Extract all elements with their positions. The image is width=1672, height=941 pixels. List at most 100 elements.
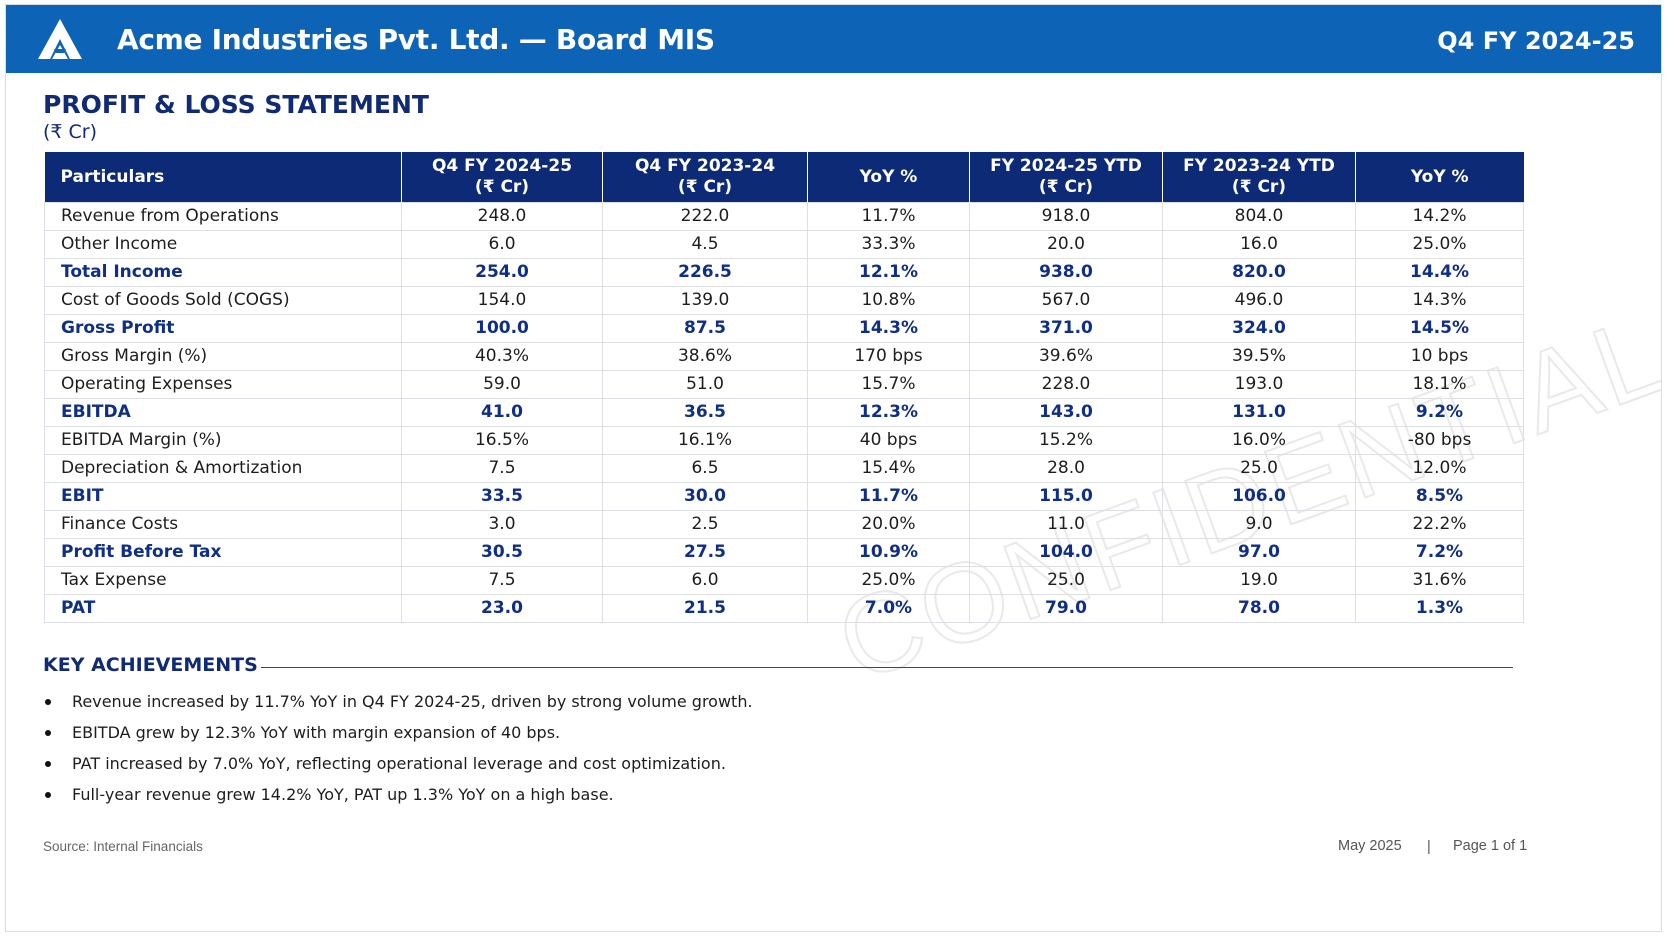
cell-fy25-ytd: 20.0 bbox=[969, 230, 1163, 259]
cell-q4-fy25: 7.5 bbox=[401, 454, 603, 483]
achievement-item: Full-year revenue grew 14.2% YoY, PAT up… bbox=[43, 784, 753, 815]
achievements-divider bbox=[261, 667, 1513, 668]
cell-fy24-ytd: 804.0 bbox=[1162, 202, 1356, 231]
cell-yoy-quarter: 10.9% bbox=[807, 538, 970, 567]
app-title: Acme Industries Pvt. Ltd. — Board MIS bbox=[117, 23, 715, 56]
achievement-item: PAT increased by 7.0% YoY, reflecting op… bbox=[43, 753, 753, 784]
cell-yoy-ytd: 18.1% bbox=[1355, 370, 1524, 399]
footer-date: May 2025 bbox=[1338, 838, 1402, 854]
achievements-title: KEY ACHIEVEMENTS bbox=[43, 654, 258, 676]
cell-yoy-quarter: 15.4% bbox=[807, 454, 970, 483]
row-label: Operating Expenses bbox=[44, 370, 402, 399]
cell-fy24-ytd: 496.0 bbox=[1162, 286, 1356, 315]
cell-yoy-ytd: 9.2% bbox=[1355, 398, 1524, 427]
cell-yoy-ytd: 10 bps bbox=[1355, 342, 1524, 371]
cell-yoy-ytd: 22.2% bbox=[1355, 510, 1524, 539]
cell-q4-fy25: 100.0 bbox=[401, 314, 603, 343]
achievement-text: EBITDA grew by 12.3% YoY with margin exp… bbox=[72, 723, 561, 742]
col-header-q4-fy24: Q4 FY 2023-24 (₹ Cr) bbox=[602, 152, 808, 203]
row-label: EBITDA bbox=[44, 398, 402, 427]
cell-fy25-ytd: 11.0 bbox=[969, 510, 1163, 539]
achievement-text: Revenue increased by 11.7% YoY in Q4 FY … bbox=[72, 692, 753, 711]
statement-title: PROFIT & LOSS STATEMENT bbox=[43, 90, 429, 119]
cell-q4-fy24: 4.5 bbox=[602, 230, 808, 259]
cell-yoy-quarter: 20.0% bbox=[807, 510, 970, 539]
cell-q4-fy24: 27.5 bbox=[602, 538, 808, 567]
cell-fy24-ytd: 39.5% bbox=[1162, 342, 1356, 371]
table-row: Revenue from Operations 248.0 222.0 11.7% 91… bbox=[44, 202, 1524, 231]
cell-yoy-quarter: 14.3% bbox=[807, 314, 970, 343]
cell-fy25-ytd: 115.0 bbox=[969, 482, 1163, 511]
cell-fy25-ytd: 28.0 bbox=[969, 454, 1163, 483]
bullet-icon bbox=[45, 730, 51, 736]
cell-fy24-ytd: 16.0% bbox=[1162, 426, 1356, 455]
table-row: EBIT 33.5 30.0 11.7% 115.0 106.0 8.5% bbox=[44, 482, 1524, 511]
table-row: Cost of Goods Sold (COGS) 154.0 139.0 10.8%… bbox=[44, 286, 1524, 315]
cell-fy25-ytd: 39.6% bbox=[969, 342, 1163, 371]
table-row: Total Income 254.0 226.5 12.1% 938.0 820.0 14.… bbox=[44, 258, 1524, 287]
cell-fy25-ytd: 25.0 bbox=[969, 566, 1163, 595]
cell-q4-fy25: 3.0 bbox=[401, 510, 603, 539]
cell-fy25-ytd: 104.0 bbox=[969, 538, 1163, 567]
cell-q4-fy25: 16.5% bbox=[401, 426, 603, 455]
statement-unit: (₹ Cr) bbox=[43, 121, 98, 143]
footer-separator: | bbox=[1427, 839, 1431, 855]
cell-q4-fy25: 248.0 bbox=[401, 202, 603, 231]
row-label: Other Income bbox=[44, 230, 402, 259]
row-label: Gross Margin (%) bbox=[44, 342, 402, 371]
cell-yoy-ytd: 7.2% bbox=[1355, 538, 1524, 567]
cell-q4-fy24: 2.5 bbox=[602, 510, 808, 539]
table-row: Other Income 6.0 4.5 33.3% 20.0 16.0 25.0% bbox=[44, 230, 1524, 259]
cell-fy24-ytd: 78.0 bbox=[1162, 594, 1356, 623]
table-row: EBITDA Margin (%) 16.5% 16.1% 40 bps 15.2% 16… bbox=[44, 426, 1524, 455]
row-label: PAT bbox=[44, 594, 402, 623]
cell-q4-fy24: 6.0 bbox=[602, 566, 808, 595]
cell-fy25-ytd: 567.0 bbox=[969, 286, 1163, 315]
col-header-yoy-ytd: YoY % bbox=[1355, 152, 1524, 203]
cell-q4-fy24: 16.1% bbox=[602, 426, 808, 455]
cell-yoy-quarter: 7.0% bbox=[807, 594, 970, 623]
cell-yoy-ytd: 12.0% bbox=[1355, 454, 1524, 483]
cell-yoy-quarter: 11.7% bbox=[807, 202, 970, 231]
report-period: Q4 FY 2024-25 bbox=[1437, 27, 1635, 55]
cell-fy24-ytd: 9.0 bbox=[1162, 510, 1356, 539]
bullet-icon bbox=[45, 699, 51, 705]
row-label: Profit Before Tax bbox=[44, 538, 402, 567]
table-row: PAT 23.0 21.5 7.0% 79.0 78.0 1.3% bbox=[44, 594, 1524, 623]
cell-yoy-quarter: 12.1% bbox=[807, 258, 970, 287]
cell-q4-fy25: 30.5 bbox=[401, 538, 603, 567]
row-label: Finance Costs bbox=[44, 510, 402, 539]
cell-q4-fy25: 23.0 bbox=[401, 594, 603, 623]
cell-q4-fy25: 6.0 bbox=[401, 230, 603, 259]
table-row: Finance Costs 3.0 2.5 20.0% 11.0 9.0 22.2% bbox=[44, 510, 1524, 539]
cell-yoy-quarter: 10.8% bbox=[807, 286, 970, 315]
table-row: Operating Expenses 59.0 51.0 15.7% 228.0 193.… bbox=[44, 370, 1524, 399]
cell-fy25-ytd: 143.0 bbox=[969, 398, 1163, 427]
cell-fy24-ytd: 820.0 bbox=[1162, 258, 1356, 287]
row-label: Gross Profit bbox=[44, 314, 402, 343]
cell-yoy-quarter: 15.7% bbox=[807, 370, 970, 399]
row-label: Cost of Goods Sold (COGS) bbox=[44, 286, 402, 315]
col-header-q4-fy25: Q4 FY 2024-25 (₹ Cr) bbox=[401, 152, 603, 203]
col-header-fy25-ytd: FY 2024-25 YTD (₹ Cr) bbox=[969, 152, 1163, 203]
cell-yoy-ytd: 14.4% bbox=[1355, 258, 1524, 287]
row-label: Revenue from Operations bbox=[44, 202, 402, 231]
cell-q4-fy24: 21.5 bbox=[602, 594, 808, 623]
table-row: Profit Before Tax 30.5 27.5 10.9% 104.0 97.0 7… bbox=[44, 538, 1524, 567]
cell-yoy-ytd: 14.2% bbox=[1355, 202, 1524, 231]
acme-logo-icon bbox=[38, 19, 82, 59]
row-label: Total Income bbox=[44, 258, 402, 287]
cell-fy25-ytd: 938.0 bbox=[969, 258, 1163, 287]
cell-yoy-quarter: 170 bps bbox=[807, 342, 970, 371]
cell-yoy-ytd: 8.5% bbox=[1355, 482, 1524, 511]
cell-q4-fy24: 222.0 bbox=[602, 202, 808, 231]
cell-q4-fy25: 254.0 bbox=[401, 258, 603, 287]
cell-yoy-ytd: 14.5% bbox=[1355, 314, 1524, 343]
cell-yoy-ytd: 25.0% bbox=[1355, 230, 1524, 259]
table-row: Tax Expense 7.5 6.0 25.0% 25.0 19.0 31.6% bbox=[44, 566, 1524, 595]
bullet-icon bbox=[45, 761, 51, 767]
table-header-row: Particulars Q4 FY 2024-25 (₹ Cr) Q4 FY 20… bbox=[44, 152, 1524, 203]
cell-q4-fy24: 139.0 bbox=[602, 286, 808, 315]
cell-q4-fy25: 41.0 bbox=[401, 398, 603, 427]
cell-q4-fy24: 38.6% bbox=[602, 342, 808, 371]
